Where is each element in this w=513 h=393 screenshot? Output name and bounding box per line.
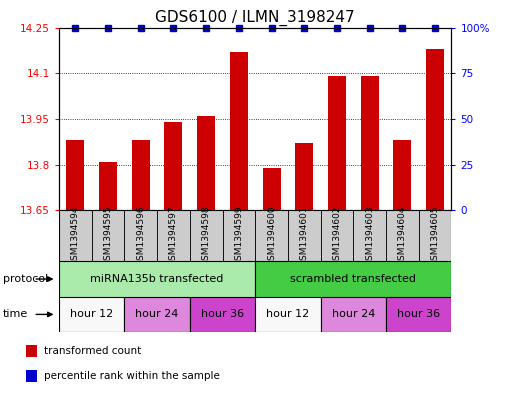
Bar bbox=[361, 76, 379, 210]
Text: GSM1394604: GSM1394604 bbox=[398, 206, 407, 266]
Bar bbox=[99, 162, 117, 210]
Bar bbox=[190, 297, 255, 332]
Text: GSM1394601: GSM1394601 bbox=[300, 206, 309, 266]
Bar bbox=[255, 297, 321, 332]
Bar bbox=[321, 297, 386, 332]
Text: GSM1394597: GSM1394597 bbox=[169, 206, 178, 266]
Bar bbox=[288, 210, 321, 261]
Text: protocol: protocol bbox=[3, 274, 48, 284]
Bar bbox=[124, 210, 157, 261]
Text: scrambled transfected: scrambled transfected bbox=[290, 274, 417, 284]
Text: time: time bbox=[3, 309, 28, 320]
Bar bbox=[230, 52, 248, 210]
Bar bbox=[295, 143, 313, 210]
Text: GSM1394603: GSM1394603 bbox=[365, 206, 374, 266]
Text: percentile rank within the sample: percentile rank within the sample bbox=[44, 371, 220, 381]
Title: GDS6100 / ILMN_3198247: GDS6100 / ILMN_3198247 bbox=[155, 10, 355, 26]
Text: GSM1394602: GSM1394602 bbox=[332, 206, 342, 266]
Text: GSM1394598: GSM1394598 bbox=[202, 206, 211, 266]
Text: transformed count: transformed count bbox=[44, 346, 142, 356]
Text: hour 24: hour 24 bbox=[135, 309, 179, 320]
Bar bbox=[386, 297, 451, 332]
Bar bbox=[26, 370, 37, 382]
Bar bbox=[59, 210, 92, 261]
Bar bbox=[197, 116, 215, 210]
Bar bbox=[255, 210, 288, 261]
Bar bbox=[59, 297, 124, 332]
Text: hour 36: hour 36 bbox=[397, 309, 440, 320]
Bar bbox=[26, 345, 37, 357]
Bar bbox=[255, 261, 451, 297]
Bar bbox=[92, 210, 125, 261]
Bar bbox=[328, 76, 346, 210]
Bar bbox=[386, 210, 419, 261]
Text: miRNA135b transfected: miRNA135b transfected bbox=[90, 274, 224, 284]
Bar bbox=[190, 210, 223, 261]
Text: hour 24: hour 24 bbox=[331, 309, 375, 320]
Bar bbox=[157, 210, 190, 261]
Text: GSM1394595: GSM1394595 bbox=[104, 206, 112, 266]
Text: hour 12: hour 12 bbox=[70, 309, 113, 320]
Bar bbox=[426, 49, 444, 210]
Text: GSM1394599: GSM1394599 bbox=[234, 206, 243, 266]
Bar bbox=[59, 261, 255, 297]
Bar bbox=[393, 140, 411, 210]
Bar bbox=[353, 210, 386, 261]
Bar bbox=[321, 210, 353, 261]
Text: hour 36: hour 36 bbox=[201, 309, 244, 320]
Text: GSM1394600: GSM1394600 bbox=[267, 206, 276, 266]
Bar bbox=[124, 297, 190, 332]
Bar bbox=[223, 210, 255, 261]
Text: GSM1394605: GSM1394605 bbox=[430, 206, 440, 266]
Bar bbox=[66, 140, 84, 210]
Text: GSM1394596: GSM1394596 bbox=[136, 206, 145, 266]
Bar bbox=[132, 140, 150, 210]
Bar bbox=[165, 122, 183, 210]
Text: hour 12: hour 12 bbox=[266, 309, 309, 320]
Text: GSM1394594: GSM1394594 bbox=[71, 206, 80, 266]
Bar bbox=[419, 210, 451, 261]
Bar bbox=[263, 168, 281, 210]
